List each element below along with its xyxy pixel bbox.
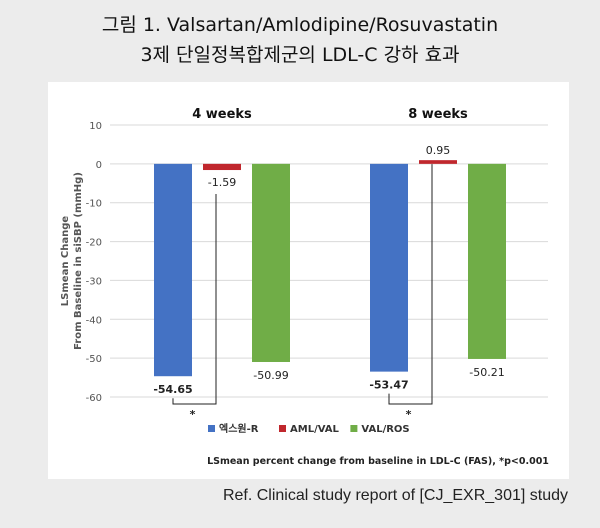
bar-엑스원-R [154,163,192,377]
data-label: -1.59 [208,176,236,189]
legend-label: AML/VAL [290,424,340,435]
bar-AML/VAL [203,163,241,171]
legend-label: VAL/ROS [361,424,409,435]
panel-title: 4 weeks [192,107,252,122]
data-label: -54.65 [153,383,192,396]
bar-VAL/ROS [252,163,290,362]
bar-VAL/ROS [468,163,506,359]
significance-bracket [172,194,217,405]
title-area: 그림 1. Valsartan/Amlodipine/Rosuvastatin … [0,0,600,82]
legend-swatch [279,425,286,432]
significance-marker: * [406,408,412,421]
y-tick-label: 0 [96,160,102,171]
bar-AML/VAL [419,160,457,164]
bar-chart: 10 0 -10 -20 -30 -40 -50 -60 LSmean Change From B… [60,107,549,467]
legend-swatch [208,425,215,432]
significance-marker: * [190,408,196,421]
title-line-1: 그림 1. Valsartan/Amlodipine/Rosuvastatin [101,14,499,36]
y-tick-label: -40 [86,315,102,326]
y-axis-title-line-1: LSmean Change [60,216,71,307]
y-tick-label: -10 [86,199,102,210]
y-tick-label: 10 [89,121,102,132]
data-label: 0.95 [426,144,451,157]
bar-엑스원-R [370,163,408,372]
y-tick-label: -50 [86,354,102,365]
significance-bracket [388,164,433,405]
data-label: -53.47 [369,379,408,392]
y-tick-label: -60 [86,393,102,404]
y-tick-label: -20 [86,238,102,249]
y-axis-title-line-2: From Baseline in siSBP (mmHg) [73,172,84,350]
panel-title: 8 weeks [408,107,468,122]
data-label: -50.99 [253,369,288,382]
chart-caption: LSmean percent change from baseline in L… [207,456,549,467]
title-line-2: 3제 단일정복합제군의 LDL-C 강하 효과 [140,44,460,66]
legend-swatch [350,425,358,432]
legend-label: 엑스원-R [219,422,259,435]
chart-panel: 10 0 -10 -20 -30 -40 -50 -60 LSmean Change From B… [48,82,569,479]
reference-footnote: Ref. Clinical study report of [CJ_EXR_30… [222,487,568,504]
data-label: -50.21 [469,366,504,379]
y-tick-label: -30 [86,276,102,287]
